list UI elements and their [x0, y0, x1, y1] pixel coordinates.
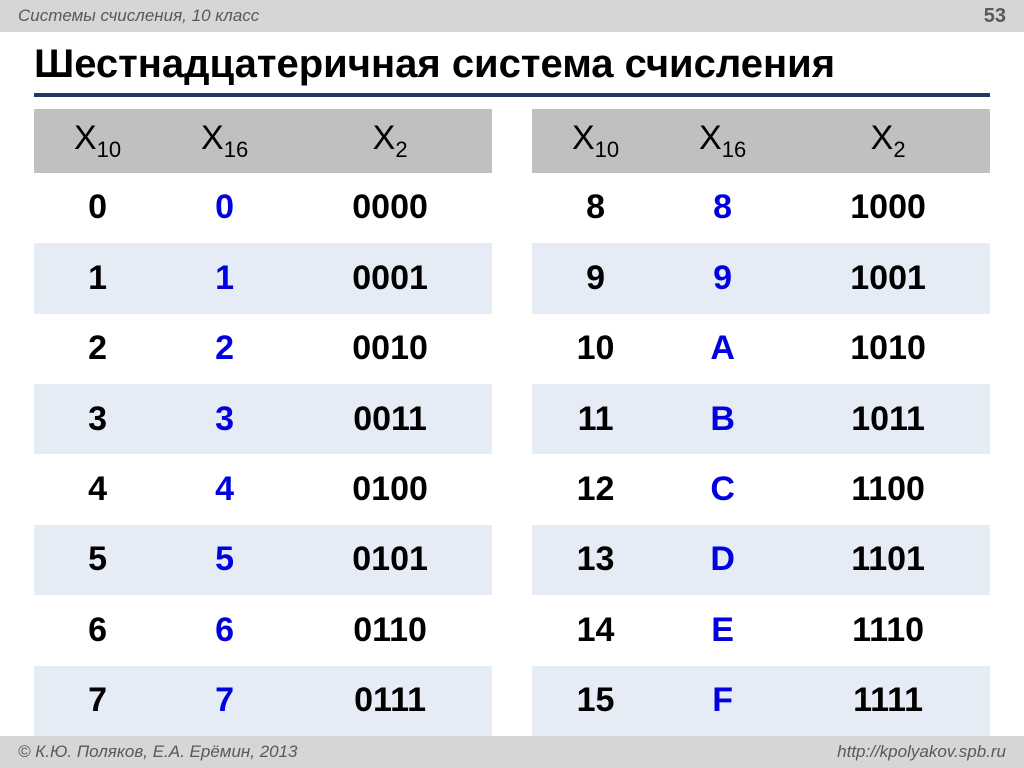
- hex-cell: 5: [161, 525, 288, 595]
- dec-cell: 12: [532, 454, 659, 524]
- table-row: 881000: [532, 173, 990, 243]
- col-header-bin: X2: [288, 109, 492, 173]
- bin-cell: 1111: [786, 666, 990, 736]
- hex-cell: B: [659, 384, 786, 454]
- table-row: 11B1011: [532, 384, 990, 454]
- col-header-dec: X10: [34, 109, 161, 173]
- dec-cell: 5: [34, 525, 161, 595]
- dec-cell: 3: [34, 384, 161, 454]
- topic-label: Системы счисления, 10 класс: [18, 6, 259, 26]
- hex-table-right: X10 X16 X2 881000 991001 10A1010 11B1011…: [532, 109, 990, 736]
- bin-cell: 0000: [288, 173, 492, 243]
- table-row: 330011: [34, 384, 492, 454]
- table-row: 220010: [34, 314, 492, 384]
- bin-cell: 1101: [786, 525, 990, 595]
- bin-cell: 1000: [786, 173, 990, 243]
- col-header-hex: X16: [161, 109, 288, 173]
- table-row: 770111: [34, 666, 492, 736]
- bin-cell: 1110: [786, 595, 990, 665]
- dec-cell: 6: [34, 595, 161, 665]
- bin-cell: 0001: [288, 243, 492, 313]
- hex-cell: 7: [161, 666, 288, 736]
- hex-cell: 1: [161, 243, 288, 313]
- hex-cell: 8: [659, 173, 786, 243]
- col-header-hex: X16: [659, 109, 786, 173]
- hex-cell: C: [659, 454, 786, 524]
- bottom-bar: © К.Ю. Поляков, Е.А. Ерёмин, 2013 http:/…: [0, 736, 1024, 768]
- bin-cell: 0010: [288, 314, 492, 384]
- bin-cell: 1100: [786, 454, 990, 524]
- hex-cell: 4: [161, 454, 288, 524]
- hex-cell: A: [659, 314, 786, 384]
- bin-cell: 1010: [786, 314, 990, 384]
- dec-cell: 1: [34, 243, 161, 313]
- dec-cell: 10: [532, 314, 659, 384]
- table-row: 440100: [34, 454, 492, 524]
- dec-cell: 8: [532, 173, 659, 243]
- hex-table-left: X10 X16 X2 000000 110001 220010 330011 4…: [34, 109, 492, 736]
- hex-cell: 0: [161, 173, 288, 243]
- hex-cell: D: [659, 525, 786, 595]
- bin-cell: 1011: [786, 384, 990, 454]
- col-header-dec: X10: [532, 109, 659, 173]
- dec-cell: 11: [532, 384, 659, 454]
- url-label: http://kpolyakov.spb.ru: [837, 742, 1006, 762]
- dec-cell: 14: [532, 595, 659, 665]
- page-title: Шестнадцатеричная система счисления: [34, 42, 990, 97]
- dec-cell: 4: [34, 454, 161, 524]
- bin-cell: 0110: [288, 595, 492, 665]
- hex-cell: F: [659, 666, 786, 736]
- dec-cell: 0: [34, 173, 161, 243]
- table-row: 12C1100: [532, 454, 990, 524]
- dec-cell: 7: [34, 666, 161, 736]
- dec-cell: 15: [532, 666, 659, 736]
- bin-cell: 0111: [288, 666, 492, 736]
- table-row: 14E1110: [532, 595, 990, 665]
- authors-label: © К.Ю. Поляков, Е.А. Ерёмин, 2013: [18, 742, 298, 762]
- dec-cell: 9: [532, 243, 659, 313]
- table-row: 15F1111: [532, 666, 990, 736]
- bin-cell: 0101: [288, 525, 492, 595]
- page-number: 53: [984, 5, 1006, 28]
- content-area: X10 X16 X2 000000 110001 220010 330011 4…: [0, 97, 1024, 736]
- slide: Системы счисления, 10 класс 53 Шестнадца…: [0, 0, 1024, 768]
- table-row: 000000: [34, 173, 492, 243]
- col-header-bin: X2: [786, 109, 990, 173]
- hex-cell: 2: [161, 314, 288, 384]
- dec-cell: 2: [34, 314, 161, 384]
- bin-cell: 0011: [288, 384, 492, 454]
- hex-cell: 6: [161, 595, 288, 665]
- table-header-row: X10 X16 X2: [532, 109, 990, 173]
- hex-cell: E: [659, 595, 786, 665]
- table-row: 10A1010: [532, 314, 990, 384]
- hex-cell: 9: [659, 243, 786, 313]
- hex-cell: 3: [161, 384, 288, 454]
- title-wrap: Шестнадцатеричная система счисления: [0, 32, 1024, 97]
- table-row: 660110: [34, 595, 492, 665]
- table-row: 991001: [532, 243, 990, 313]
- table-header-row: X10 X16 X2: [34, 109, 492, 173]
- table-row: 13D1101: [532, 525, 990, 595]
- dec-cell: 13: [532, 525, 659, 595]
- top-bar: Системы счисления, 10 класс 53: [0, 0, 1024, 32]
- bin-cell: 1001: [786, 243, 990, 313]
- table-row: 550101: [34, 525, 492, 595]
- table-row: 110001: [34, 243, 492, 313]
- bin-cell: 0100: [288, 454, 492, 524]
